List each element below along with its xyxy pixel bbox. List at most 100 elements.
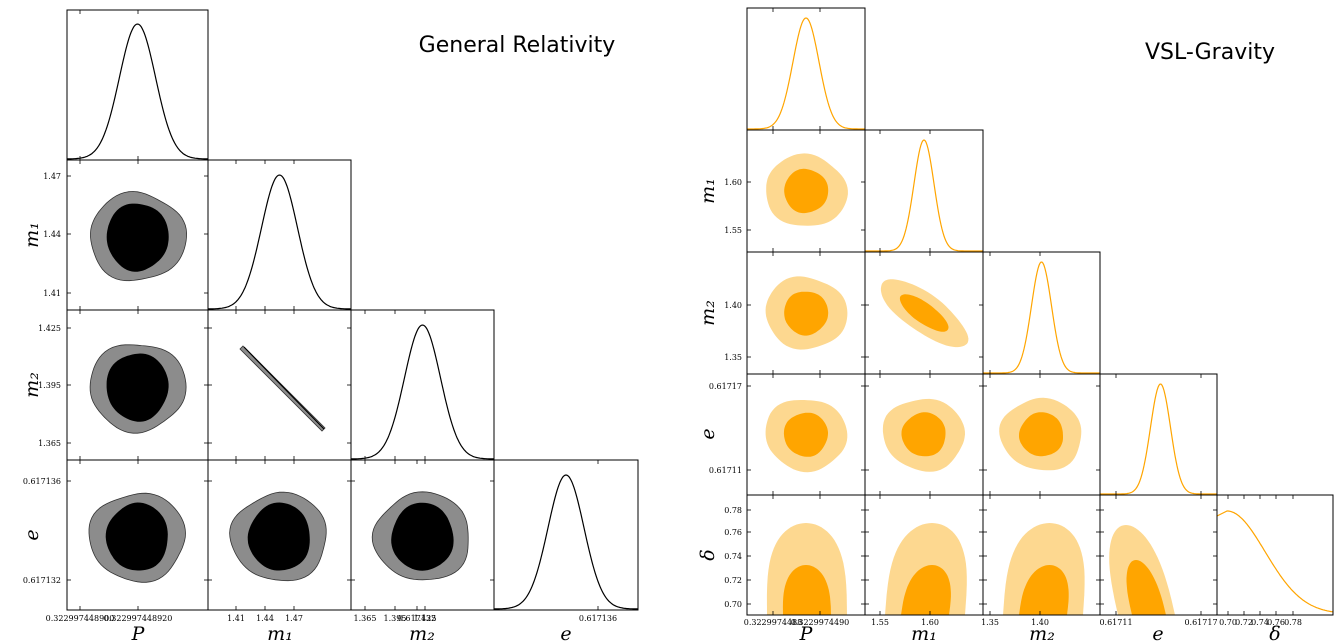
x-tick-label: 1.395 [384, 614, 407, 623]
x-tick-label: 0.76 [1267, 618, 1285, 627]
contour-inner [391, 502, 454, 571]
x-tick-label: 1.425 [414, 614, 437, 623]
x-axis-label: m₁ [911, 623, 937, 644]
marginal-curve [493, 474, 639, 610]
panel-frame [982, 251, 1101, 375]
corner-grid-vsl-gravity: 1.601.551.401.350.617170.617110.780.760.… [697, 7, 1334, 644]
contour-panel [746, 129, 866, 253]
panel-frame [1216, 494, 1334, 616]
x-tick-label: 0.78 [1284, 618, 1302, 627]
x-tick-label: 1.35 [981, 618, 999, 627]
y-tick-label: 1.365 [38, 439, 61, 448]
contour-panel [1099, 494, 1218, 616]
x-tick-label: 1.60 [921, 618, 939, 627]
contour-panel [746, 251, 866, 375]
contour-panel [982, 373, 1101, 496]
x-tick-label: 0.322997448920 [104, 614, 173, 623]
x-tick-label: 1.47 [285, 614, 303, 623]
y-axis-label: m₂ [21, 372, 43, 398]
y-tick-label: 1.44 [43, 230, 61, 239]
contour-inner [243, 346, 325, 430]
x-tick-label: 1.40 [1031, 618, 1049, 627]
y-tick-label: 0.70 [724, 600, 742, 609]
y-tick-label: 1.395 [38, 381, 61, 390]
y-axis-label: δ [697, 549, 719, 560]
x-tick-label: 0.617136 [579, 614, 617, 623]
y-tick-label: 0.61711 [709, 466, 742, 475]
x-axis-label: e [1152, 623, 1163, 644]
contour-panel [864, 251, 984, 375]
x-axis-label: m₂ [409, 623, 435, 644]
y-tick-label: 1.41 [43, 289, 61, 298]
y-axis-label: m₁ [21, 222, 43, 248]
contour-panel [746, 494, 866, 616]
x-tick-label: 0.3229974490 [791, 618, 850, 627]
y-tick-label: 0.61717 [709, 382, 742, 391]
contour-inner [106, 203, 169, 272]
marginal-panel [350, 309, 495, 461]
marginal-panel [1216, 494, 1334, 616]
contour-inner [1019, 412, 1063, 457]
marginal-curve [208, 174, 351, 310]
y-tick-label: 0.76 [724, 528, 742, 537]
x-tick-label: 1.44 [256, 614, 274, 623]
marginal-panel [66, 9, 209, 161]
marginal-panel [746, 7, 866, 131]
chart-title: General Relativity [419, 33, 616, 58]
x-axis-label: P [131, 623, 146, 644]
contour-panel [66, 309, 209, 461]
contour-inner [784, 291, 829, 336]
contour-panel [207, 459, 352, 611]
panel-frame [493, 459, 639, 611]
x-tick-label: 0.70 [1219, 618, 1237, 627]
contour-inner [1019, 565, 1069, 615]
marginal-panel [982, 251, 1101, 375]
panel-frame [66, 9, 209, 161]
x-tick-label: 0.3229974488 [744, 618, 803, 627]
x-axis-label: m₂ [1029, 623, 1055, 644]
marginal-curve [983, 261, 1100, 374]
contour-panel [864, 373, 984, 496]
marginal-panel [416, 459, 639, 611]
contour-inner [901, 412, 946, 457]
contour-inner [782, 565, 831, 615]
marginal-curve [1216, 510, 1334, 613]
corner-grid-general-relativity: 1.47 1.44 1.41 1.425 1.395 1.365 0.617136 0.617… [21, 9, 639, 644]
panel-frame [350, 309, 495, 461]
x-axis-label: e [560, 623, 571, 644]
panel-frame [1099, 373, 1218, 496]
contour-panel [207, 309, 352, 461]
contour-panel [66, 459, 209, 611]
contour-inner [105, 502, 168, 571]
x-axis-label: P [799, 623, 814, 644]
contour-panel [746, 373, 866, 496]
x-tick-label: 1.41 [227, 614, 245, 623]
x-tick-label: 0.72 [1235, 618, 1253, 627]
marginal-curve [747, 17, 865, 130]
y-tick-label: 0.78 [724, 506, 742, 515]
x-tick-label: 0.322997448900 [46, 614, 115, 623]
marginal-panel [207, 159, 352, 311]
contour-panel [864, 494, 984, 616]
panel-frame [746, 7, 866, 131]
contour-inner [899, 294, 949, 332]
y-tick-label: 1.60 [724, 178, 742, 187]
marginal-curve [1100, 383, 1217, 495]
contour-inner [901, 565, 951, 615]
y-tick-label: 0.617136 [23, 477, 61, 486]
contour-inner [1126, 560, 1166, 615]
y-axis-label: e [21, 529, 43, 540]
contour-inner [784, 168, 829, 214]
x-tick-label: 1.55 [871, 618, 889, 627]
x-axis-label: m₁ [267, 623, 293, 644]
marginal-panel [864, 129, 984, 253]
y-axis-label: e [697, 428, 719, 439]
marginal-curve [67, 23, 208, 160]
contour-panel [982, 494, 1101, 616]
contour-inner [783, 412, 828, 457]
y-axis-label: m₂ [697, 300, 719, 326]
y-tick-label: 0.74 [724, 552, 742, 561]
contour-outer [239, 345, 326, 432]
marginal-curve [865, 139, 983, 252]
